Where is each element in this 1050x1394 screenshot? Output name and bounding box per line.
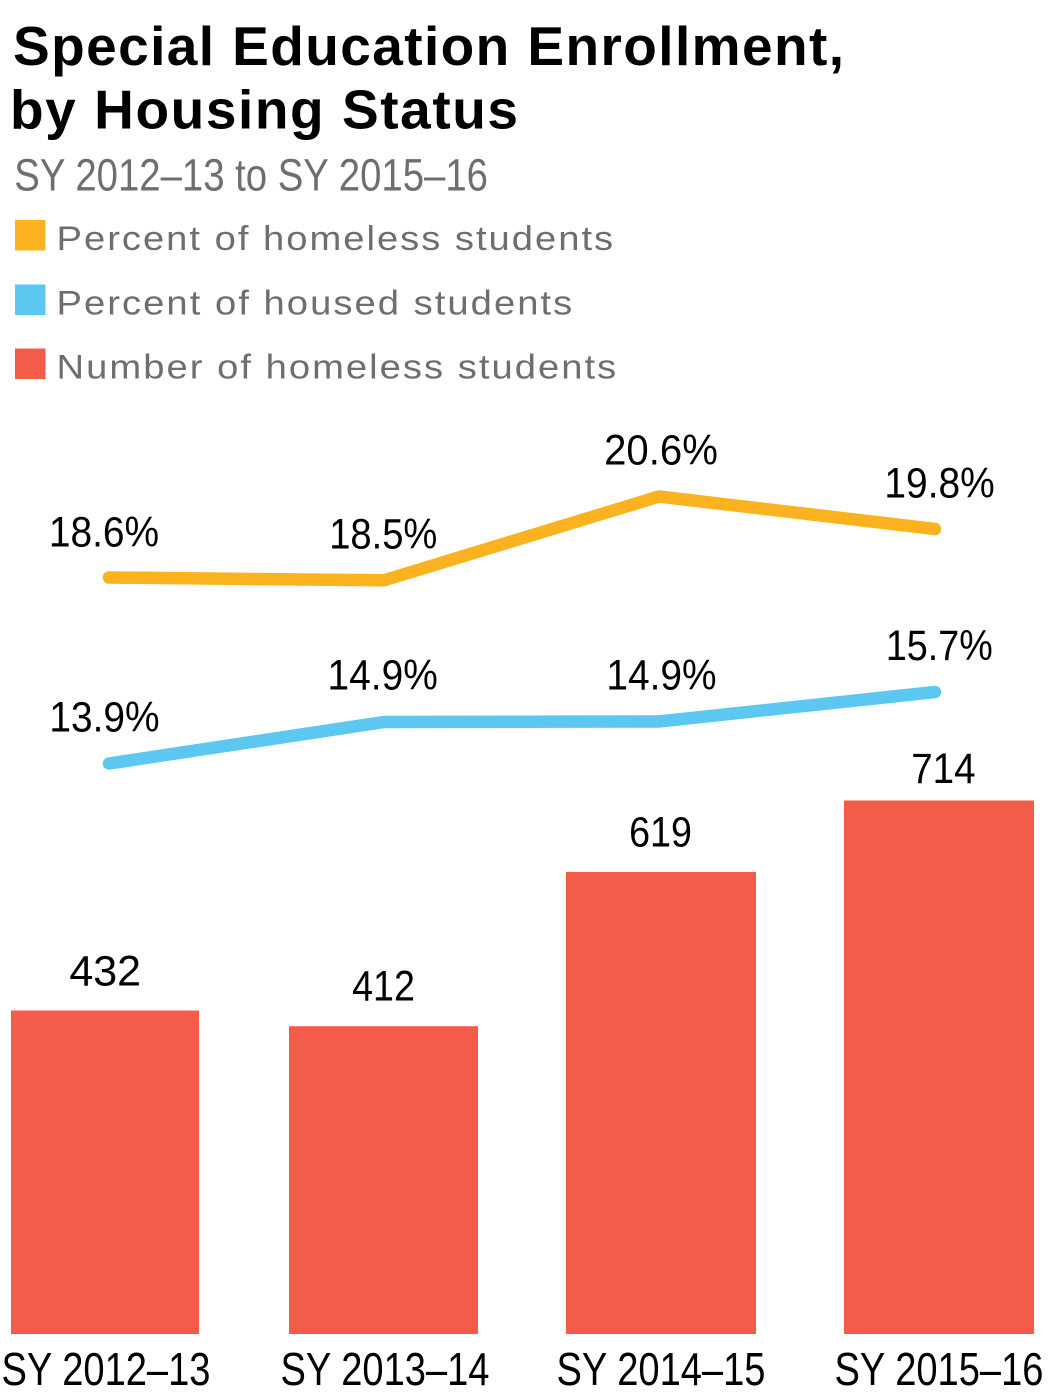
svg-text:432: 432 (69, 948, 141, 996)
svg-text:18.6%: 18.6% (49, 508, 159, 556)
svg-text:SY 2012–13: SY 2012–13 (2, 1345, 211, 1394)
svg-text:714: 714 (911, 744, 975, 792)
svg-text:SY 2015–16: SY 2015–16 (835, 1345, 1044, 1394)
svg-text:SY 2012–13 to SY 2015–16: SY 2012–13 to SY 2015–16 (14, 149, 488, 200)
svg-text:SY 2013–14: SY 2013–14 (281, 1345, 490, 1394)
svg-text:619: 619 (629, 807, 692, 856)
svg-text:Percent of homeless students: Percent of homeless students (57, 219, 614, 258)
svg-text:Special Education Enrollment,: Special Education Enrollment, (13, 15, 844, 77)
svg-text:13.9%: 13.9% (49, 693, 159, 741)
svg-text:Percent of housed students: Percent of housed students (57, 283, 573, 322)
svg-text:SY 2014–15: SY 2014–15 (557, 1345, 766, 1394)
svg-text:15.7%: 15.7% (886, 621, 993, 670)
svg-text:18.5%: 18.5% (329, 509, 437, 558)
svg-text:19.8%: 19.8% (884, 459, 994, 507)
svg-text:412: 412 (352, 961, 415, 1010)
svg-text:by Housing Status: by Housing Status (10, 79, 518, 141)
svg-text:20.6%: 20.6% (604, 425, 718, 474)
svg-text:14.9%: 14.9% (328, 651, 438, 699)
svg-text:14.9%: 14.9% (606, 651, 716, 699)
svg-text:Number of homeless students: Number of homeless students (57, 347, 617, 386)
